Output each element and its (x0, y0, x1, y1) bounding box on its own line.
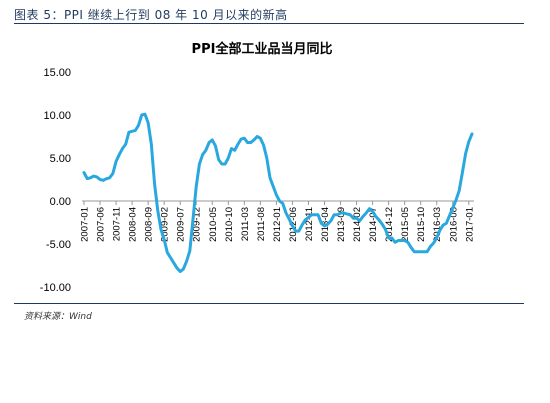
x-tick-label: 2007-06 (96, 207, 107, 242)
x-tick-label: 2012-06 (288, 207, 299, 242)
x-tick-label: 2009-02 (160, 207, 171, 242)
x-tick-label: 2008-04 (128, 207, 139, 242)
y-tick-label: -10.00 (40, 282, 71, 294)
x-tick-label: 2017-01 (464, 207, 475, 242)
x-tick-label: 2015-05 (400, 207, 411, 242)
x-tick-label: 2016-08 (448, 207, 459, 242)
x-tick-label: 2010-05 (208, 207, 219, 242)
x-tick-label: 2011-03 (240, 207, 251, 241)
x-tick-label: 2007-01 (80, 207, 91, 242)
y-tick-label: 10.00 (43, 110, 71, 122)
y-tick-label: 5.00 (50, 153, 71, 165)
x-tick-label: 2009-07 (176, 207, 187, 242)
y-tick-label: 0.00 (50, 196, 71, 208)
y-tick-label: -5.00 (46, 239, 71, 251)
x-tick-label: 2011-08 (256, 207, 267, 241)
top-divider (14, 23, 524, 24)
figure-caption: 图表 5：PPI 继续上行到 08 年 10 月以来的新高 (14, 8, 288, 22)
x-tick-label: 2010-10 (224, 207, 235, 242)
x-tick-label: 2009-12 (192, 207, 203, 242)
x-tick-label: 2014-12 (384, 207, 395, 242)
x-tick-label: 2012-01 (272, 207, 283, 242)
x-tick-label: 2013-09 (336, 207, 347, 242)
x-tick-label: 2014-02 (352, 207, 363, 242)
source-note: 资料来源：Wind (24, 312, 92, 322)
x-tick-label: 2015-10 (416, 207, 427, 242)
x-tick-label: 2008-09 (144, 207, 155, 242)
chart-title: PPI全部工业品当月同比 (192, 41, 333, 57)
y-tick-label: 15.00 (43, 67, 71, 79)
series-line (82, 112, 474, 274)
bottom-divider (14, 303, 524, 304)
x-tick-label: 2014-07 (368, 207, 379, 242)
x-tick-label: 2012-11 (304, 207, 315, 241)
y-axis-ticks: 15.00 10.00 5.00 0.00 -5.00 -10.00 (40, 67, 71, 294)
x-tick-label: 2007-11 (112, 207, 123, 241)
x-tick-label: 2016-03 (432, 207, 443, 242)
series-marks (82, 112, 474, 274)
x-axis-ticks: 2007-01 2007-06 2007-11 2008-04 2008-09 2009-… (80, 201, 475, 242)
